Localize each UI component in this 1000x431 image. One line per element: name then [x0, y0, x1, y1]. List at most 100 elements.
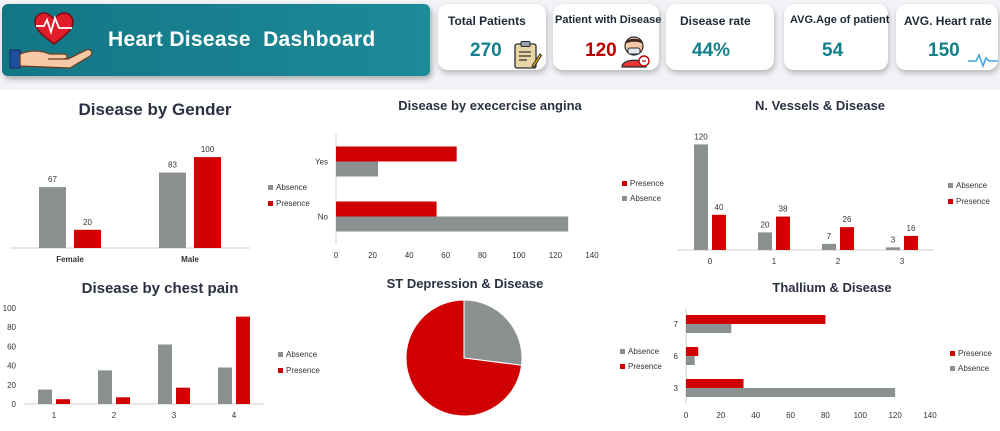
- kpi-label: Disease rate: [680, 14, 751, 28]
- x-tick-label: 60: [441, 251, 450, 260]
- legend-swatch: [948, 199, 953, 204]
- chart-title: N. Vessels & Disease: [755, 98, 885, 113]
- data-label: 26: [843, 215, 852, 224]
- data-label: 83: [168, 161, 177, 170]
- data-label: 7: [827, 232, 832, 241]
- x-tick-label: 1: [52, 411, 57, 420]
- legend-swatch: [950, 366, 955, 371]
- x-tick-label: 100: [512, 251, 526, 260]
- clipboard-icon: [514, 41, 542, 69]
- kpi-value: 120: [585, 40, 617, 61]
- bar-presence: [686, 315, 826, 324]
- data-label: 100: [201, 145, 215, 154]
- legend-swatch: [620, 349, 625, 354]
- kpi-label: AVG.Age of patient: [790, 14, 890, 26]
- kpi-value: 44%: [692, 40, 731, 61]
- bar-presence: [116, 397, 130, 404]
- bar-absence: [218, 367, 232, 404]
- legend-swatch: [622, 181, 627, 186]
- chart-title: Disease by execercise angina: [398, 98, 582, 113]
- dashboard-title: Heart Disease Dashboard: [108, 28, 376, 51]
- chart-disease-by-angina: Disease by execercise angina No Yes 0 20 40 60…: [300, 92, 664, 270]
- x-tick-label: 2: [112, 411, 117, 420]
- kpi-label: AVG. Heart rate: [904, 14, 992, 28]
- x-tick-label: 80: [821, 411, 830, 420]
- bar-presence: [176, 387, 190, 404]
- y-tick-label: 40: [7, 362, 16, 371]
- pie-slice-absence: [463, 299, 523, 366]
- bar-absence: [686, 324, 732, 333]
- bar-absence: [39, 187, 66, 248]
- bar-presence: [236, 316, 250, 404]
- y-tick-label: 0: [12, 400, 17, 409]
- data-label: 67: [48, 175, 57, 184]
- legend-swatch: [268, 185, 273, 190]
- data-label: 20: [83, 218, 92, 227]
- legend-label: Presence: [958, 349, 992, 358]
- bar-presence: [336, 201, 437, 217]
- legend-label: Presence: [630, 179, 664, 188]
- y-tick-label: No: [318, 213, 329, 222]
- chart-disease-by-chest-pain: Disease by chest pain 1 2 3 4 0 20 40 60 80 100 Abs…: [0, 274, 321, 431]
- x-tick-label: 0: [708, 257, 713, 266]
- heartbeat-icon: [968, 52, 998, 68]
- data-label: 20: [761, 220, 770, 229]
- bar-presence: [712, 214, 726, 250]
- bar-presence: [686, 379, 744, 388]
- bar-presence: [840, 227, 854, 250]
- bar-absence: [694, 144, 708, 250]
- bar-absence: [758, 232, 772, 250]
- legend-label: Presence: [276, 199, 310, 208]
- y-tick-label: Yes: [315, 158, 328, 167]
- bar-absence: [686, 356, 695, 365]
- data-label: 120: [694, 132, 708, 141]
- bar-presence: [336, 146, 457, 162]
- bar-presence: [56, 399, 70, 404]
- bar-absence: [686, 388, 896, 397]
- x-tick-label: 20: [368, 251, 377, 260]
- x-tick-label: 1: [772, 257, 777, 266]
- bar-absence: [336, 216, 569, 232]
- x-tick-label: 140: [585, 251, 599, 260]
- x-tick-label: 0: [334, 251, 339, 260]
- x-tick-label: 120: [888, 411, 902, 420]
- legend-swatch: [278, 352, 283, 357]
- legend-label: Presence: [628, 362, 662, 371]
- x-tick-label: 20: [716, 411, 725, 420]
- legend-label: Presence: [286, 366, 320, 375]
- legend-label: Absence: [630, 194, 662, 203]
- chart-st-depression: ST Depression & Disease Absence Presence: [330, 274, 670, 431]
- bar-absence: [886, 247, 900, 250]
- y-tick-label: 60: [7, 342, 16, 351]
- chart-title: Disease by Gender: [78, 100, 231, 119]
- x-tick-label: 60: [786, 411, 795, 420]
- y-tick-label: 3: [674, 384, 679, 393]
- x-tick-label: 40: [751, 411, 760, 420]
- bar-absence: [159, 172, 186, 248]
- bar-absence: [98, 370, 112, 404]
- data-label: 38: [779, 205, 788, 214]
- legend-label: Absence: [956, 181, 988, 190]
- kpi-disease-rate: Disease rate 44%: [666, 4, 774, 70]
- kpi-value: 150: [928, 40, 960, 61]
- x-tick-label: 40: [405, 251, 414, 260]
- kpi-patient-with-disease: Patient with Disease 120: [553, 4, 661, 70]
- pie-slice-presence: [405, 299, 523, 417]
- y-tick-label: 100: [3, 304, 17, 313]
- chart-title: Thallium & Disease: [772, 280, 891, 295]
- bar-presence: [74, 229, 101, 248]
- bar-absence: [38, 389, 52, 404]
- x-tick-label: 100: [854, 411, 868, 420]
- legend-label: Absence: [958, 364, 990, 373]
- bar-absence: [822, 243, 836, 250]
- chart-vessels-disease: N. Vessels & Disease 120 40 0 20 38 1 7 26 2 3 16 3 A…: [660, 92, 1000, 270]
- bar-presence: [686, 347, 699, 356]
- legend-label: Absence: [286, 350, 318, 359]
- kpi-avg-age: AVG.Age of patient 54: [784, 4, 890, 70]
- legend-label: Absence: [628, 347, 660, 356]
- x-tick-label: 0: [684, 411, 689, 420]
- y-tick-label: 20: [7, 381, 16, 390]
- legend-label: Presence: [956, 197, 990, 206]
- legend-swatch: [950, 351, 955, 356]
- chart-title: Disease by chest pain: [82, 280, 239, 297]
